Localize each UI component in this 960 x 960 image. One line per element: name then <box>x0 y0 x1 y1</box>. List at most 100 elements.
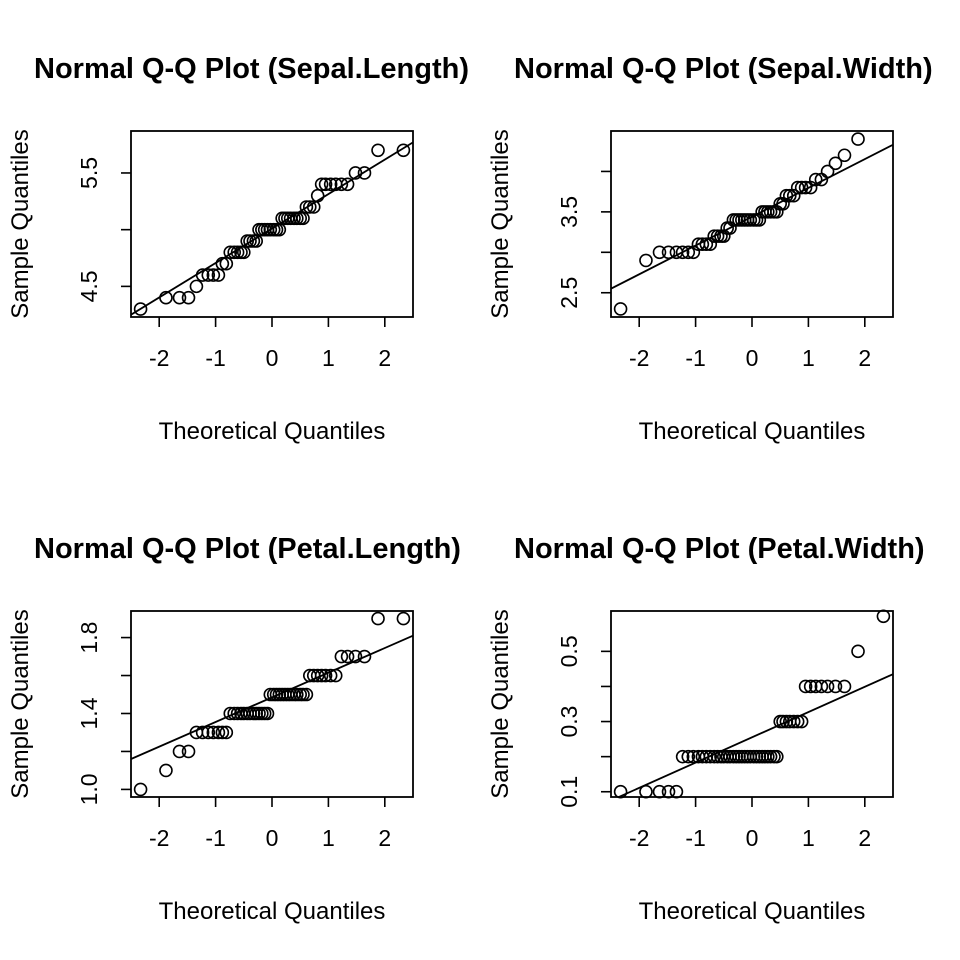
data-point <box>318 177 333 192</box>
data-point <box>201 725 216 740</box>
data-point <box>323 177 338 192</box>
data-point <box>703 237 718 252</box>
x-tick-label: -2 <box>629 825 649 851</box>
y-tick-label: 0.5 <box>556 635 582 667</box>
data-point <box>172 290 187 305</box>
x-tick-label: -1 <box>685 345 705 371</box>
data-point <box>837 679 852 694</box>
data-point <box>159 290 173 305</box>
x-axis-label: Theoretical Quantiles <box>639 418 866 445</box>
data-point <box>310 668 325 683</box>
qq-panel: Normal Q-Q Plot (Petal.Width) -2 -1 0 1 2 0.1 0… <box>487 533 925 925</box>
data-point <box>181 290 196 305</box>
data-point <box>299 687 314 702</box>
data-point <box>786 188 801 203</box>
data-point <box>820 164 835 179</box>
data-point <box>661 245 676 260</box>
data-point <box>675 245 690 260</box>
data-point <box>851 132 865 146</box>
x-tick-label: 1 <box>802 345 815 371</box>
x-tick-label: -2 <box>629 345 649 371</box>
qq-reference-line <box>131 141 413 316</box>
y-tick-label: 1.0 <box>76 773 102 805</box>
data-point <box>820 679 835 694</box>
plot-title: Normal Q-Q Plot (Sepal.Length) <box>34 53 469 85</box>
data-point <box>803 679 818 694</box>
x-tick-label: 2 <box>378 345 391 371</box>
x-axis-label: Theoretical Quantiles <box>639 898 866 925</box>
x-tick-label: 0 <box>266 825 279 851</box>
y-tick-label: 0.3 <box>556 706 582 738</box>
data-point <box>743 213 758 227</box>
data-point <box>215 256 230 271</box>
data-point <box>243 234 257 248</box>
data-point <box>215 725 230 740</box>
data-point <box>302 200 317 214</box>
data-point <box>794 714 809 729</box>
y-axis-label: Sample Quantiles <box>487 129 514 318</box>
x-tick-label: 2 <box>378 825 391 851</box>
x-tick-label: 1 <box>322 345 335 371</box>
data-point <box>652 245 667 260</box>
plot-title: Normal Q-Q Plot (Petal.Width) <box>514 533 925 565</box>
data-point <box>763 205 778 219</box>
y-tick-label: 0.1 <box>556 776 582 808</box>
data-point <box>314 668 329 683</box>
data-point <box>223 245 238 260</box>
y-tick-label: 4.5 <box>76 270 102 302</box>
y-tick-label: 5.5 <box>76 157 102 189</box>
data-point <box>299 200 314 214</box>
data-point <box>227 245 242 260</box>
data-point <box>396 611 411 626</box>
y-tick-label: 1.8 <box>76 622 102 654</box>
data-point <box>206 725 221 740</box>
data-point <box>837 148 852 163</box>
plot-title: Normal Q-Q Plot (Petal.Length) <box>34 533 461 565</box>
data-point <box>328 668 343 683</box>
data-point <box>340 649 355 664</box>
y-tick-label: 3.5 <box>556 196 582 228</box>
data-point <box>639 253 653 268</box>
x-tick-label: 1 <box>322 825 335 851</box>
data-point <box>227 706 242 721</box>
data-point <box>770 749 784 764</box>
x-axis-label: Theoretical Quantiles <box>159 898 386 925</box>
x-tick-label: 2 <box>858 345 871 371</box>
data-point <box>201 268 216 282</box>
x-tick-label: 2 <box>858 825 871 851</box>
data-point <box>613 302 628 316</box>
data-point <box>348 649 363 664</box>
data-point <box>357 649 372 664</box>
data-point <box>296 687 310 702</box>
data-point <box>357 166 372 180</box>
plot-frame <box>130 610 414 798</box>
data-point <box>828 679 843 694</box>
data-point <box>340 177 355 192</box>
x-tick-label: 0 <box>746 825 759 851</box>
data-point <box>195 725 210 740</box>
data-point <box>318 668 333 683</box>
data-point <box>334 177 349 192</box>
data-point <box>703 749 718 764</box>
data-point <box>133 782 148 797</box>
x-tick-label: 0 <box>746 345 759 371</box>
data-point <box>794 180 809 195</box>
y-axis-label: Sample Quantiles <box>7 609 34 798</box>
data-point <box>652 784 667 799</box>
data-point <box>211 725 226 740</box>
data-point <box>790 180 805 195</box>
data-point <box>159 763 173 778</box>
data-point <box>782 188 797 203</box>
y-tick-label: 2.5 <box>556 277 582 309</box>
data-point <box>661 784 676 799</box>
x-tick-label: -1 <box>205 825 225 851</box>
data-point <box>172 744 187 759</box>
data-point <box>613 784 628 799</box>
data-point <box>710 229 725 243</box>
data-point <box>790 714 805 729</box>
data-point <box>323 668 338 683</box>
data-point <box>828 156 843 171</box>
y-axis-label: Sample Quantiles <box>7 129 34 318</box>
data-point <box>814 679 829 694</box>
